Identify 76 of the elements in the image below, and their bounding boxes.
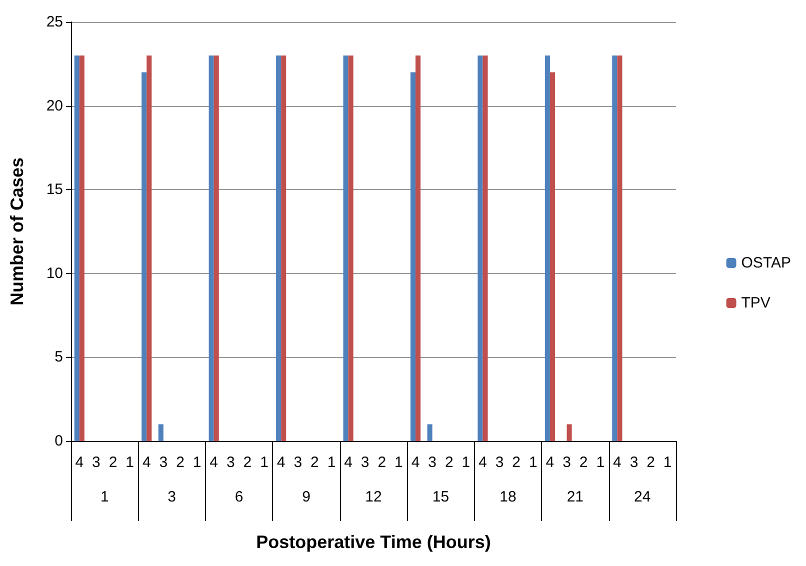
x-tick-label: 2 (310, 454, 319, 471)
y-axis-title: Number of Cases (7, 157, 27, 306)
bar (79, 56, 84, 441)
x-tick-label: 4 (210, 454, 218, 471)
bar (550, 72, 555, 441)
x-tick-label: 1 (663, 454, 672, 471)
y-tick-label: 5 (54, 348, 63, 366)
x-tick-label: 1 (126, 454, 134, 471)
x-tick-label: 3 (159, 454, 168, 471)
x-axis-title: Postoperative Time (Hours) (256, 532, 491, 552)
bar (343, 56, 348, 441)
bar (348, 56, 354, 441)
x-tick-label: 1 (394, 454, 403, 471)
text: 6 (234, 488, 244, 506)
bar (617, 56, 622, 441)
text: 15 (432, 488, 450, 506)
x-tick-label: 3 (428, 454, 436, 471)
text: 21 (566, 488, 584, 506)
bar (416, 56, 421, 441)
x-tick-label: 4 (546, 454, 554, 471)
x-tick-label: 2 (108, 454, 118, 471)
bar (158, 424, 164, 441)
bar (566, 424, 572, 441)
bar (214, 56, 219, 441)
bar (146, 56, 152, 441)
bar (612, 56, 618, 441)
x-tick-label: 3 (630, 454, 638, 471)
text: 12 (365, 488, 382, 506)
x-tick-label: 4 (142, 454, 151, 471)
x-tick-label: 1 (327, 454, 336, 471)
x-tick-label: 3 (562, 454, 571, 471)
x-tick-label: 2 (579, 454, 588, 471)
legend-label: TPV (741, 294, 770, 312)
x-tick-label: 4 (411, 454, 420, 471)
x-tick-label: 2 (243, 454, 252, 471)
bar (427, 424, 432, 441)
x-tick-label: 2 (512, 454, 521, 471)
x-tick-label: 1 (192, 454, 202, 471)
x-tick-label: 4 (478, 454, 487, 471)
x-tick-label: 4 (613, 454, 622, 471)
bar (281, 56, 286, 441)
y-tick-label: 0 (54, 432, 63, 450)
bar (478, 56, 483, 441)
x-tick-label: 2 (646, 454, 655, 471)
x-tick-label: 2 (378, 454, 386, 471)
text: 3 (168, 488, 176, 506)
legend-label: OSTAP (741, 254, 792, 272)
text: 18 (500, 488, 516, 506)
x-tick-label: 1 (260, 454, 268, 471)
x-tick-label: 4 (276, 454, 286, 471)
bar (544, 56, 550, 441)
x-tick-label: 3 (294, 454, 302, 471)
x-tick-label: 4 (344, 454, 352, 471)
x-tick-label: 1 (462, 454, 470, 471)
x-tick-label: 4 (75, 454, 84, 471)
x-tick-label: 1 (596, 454, 605, 471)
x-tick-label: 2 (176, 454, 184, 471)
bar (410, 72, 416, 441)
y-tick-label: 10 (46, 264, 63, 282)
bar (276, 56, 282, 441)
bar (208, 56, 214, 441)
text: 24 (634, 488, 651, 506)
bar (482, 56, 488, 441)
x-tick-label: 3 (495, 454, 504, 471)
text: 9 (302, 488, 310, 506)
x-tick-label: 3 (360, 454, 370, 471)
y-tick-label: 20 (46, 97, 63, 114)
x-tick-label: 2 (444, 454, 454, 471)
bar (74, 56, 80, 441)
y-tick-label: 25 (46, 14, 63, 30)
text: 1 (100, 488, 109, 506)
x-tick-label: 1 (528, 454, 538, 471)
x-tick-label: 3 (92, 454, 100, 471)
y-tick-label: 15 (46, 181, 63, 198)
bar (142, 72, 147, 441)
x-tick-label: 3 (226, 454, 235, 471)
